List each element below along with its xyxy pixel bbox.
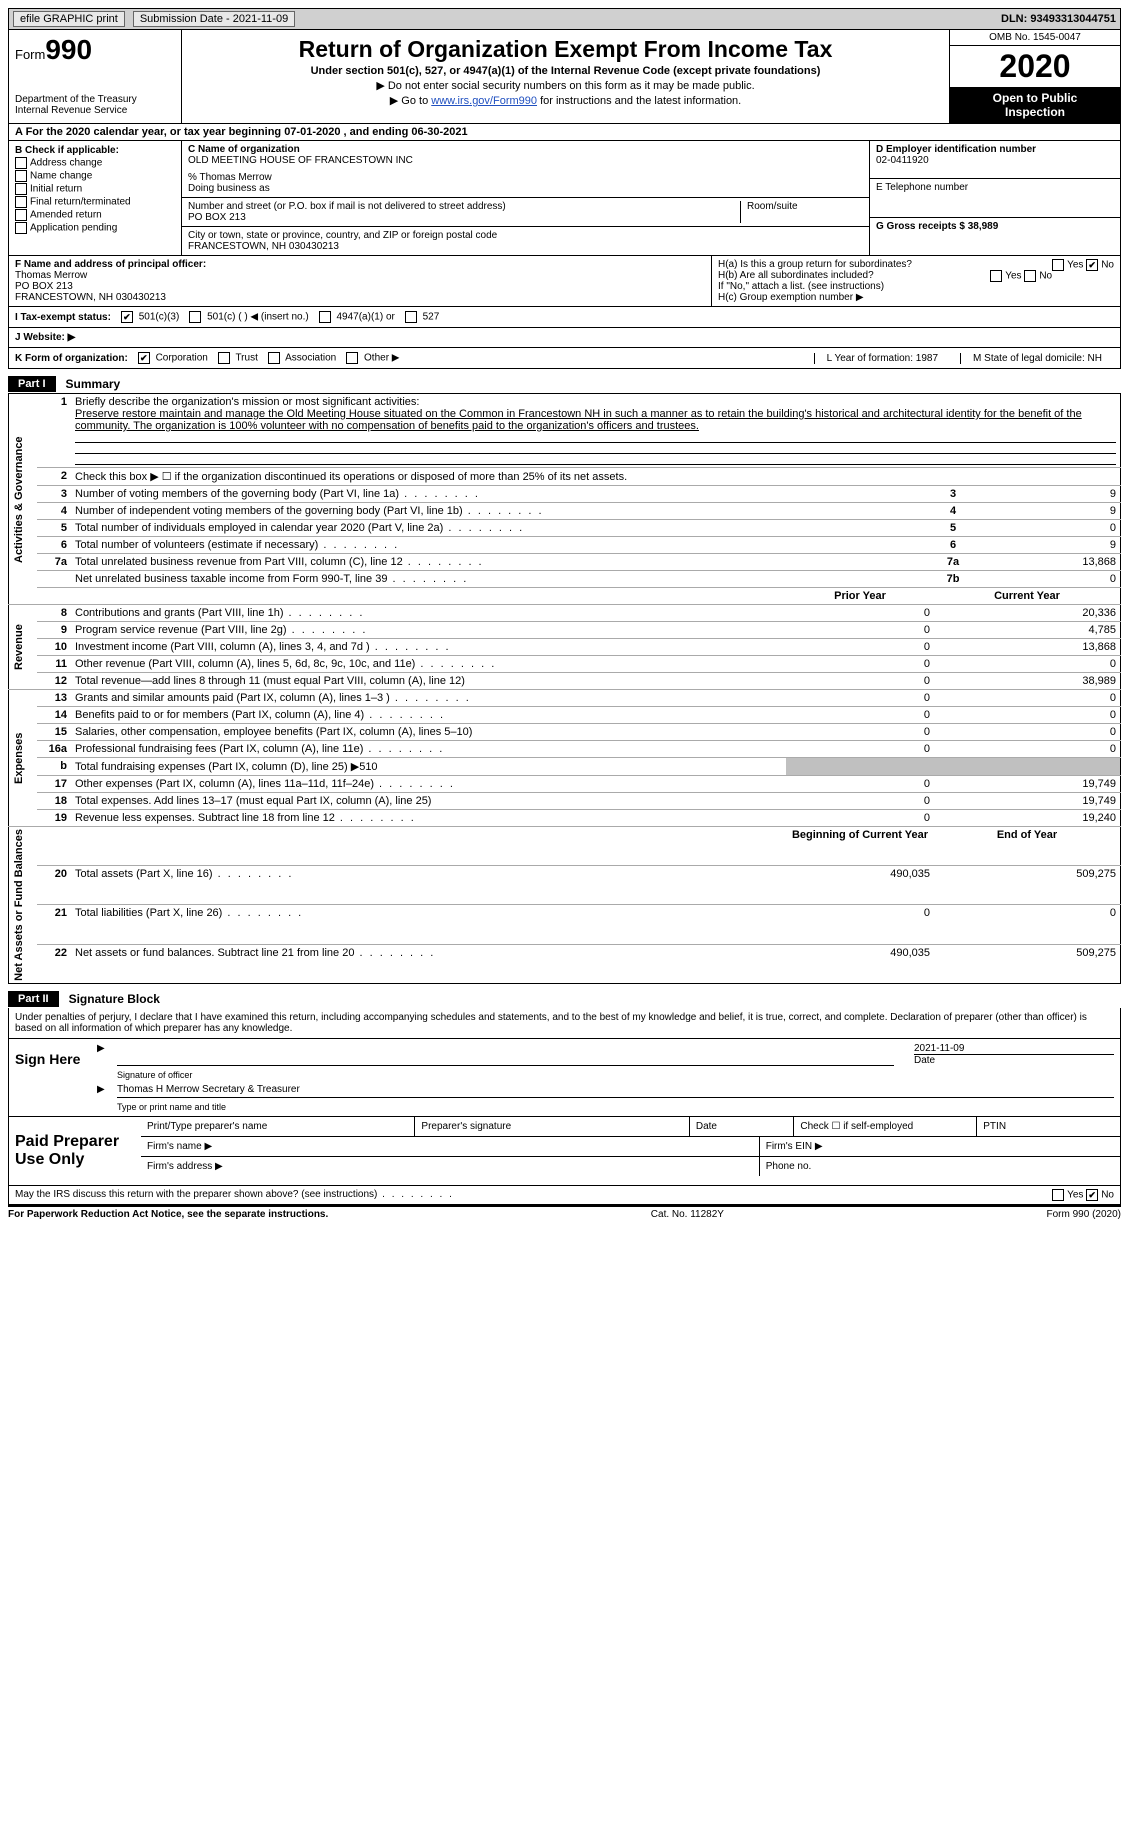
tax-exempt-row: I Tax-exempt status: 501(c)(3) 501(c) ( … bbox=[8, 307, 1121, 328]
submission-date-button[interactable]: Submission Date - 2021-11-09 bbox=[133, 11, 295, 27]
gross-receipts: G Gross receipts $ 38,989 bbox=[876, 221, 1114, 232]
sig-officer-label: Signature of officer bbox=[91, 1070, 1120, 1080]
care-of: % Thomas Merrow bbox=[188, 172, 863, 183]
line1-label: Briefly describe the organization's miss… bbox=[75, 396, 419, 408]
street-label: Number and street (or P.O. box if mail i… bbox=[188, 201, 734, 212]
website-row: J Website: ▶ bbox=[8, 328, 1121, 348]
ein-label: D Employer identification number bbox=[876, 144, 1114, 155]
page-footer: For Paperwork Reduction Act Notice, see … bbox=[8, 1205, 1121, 1222]
cat-no: Cat. No. 11282Y bbox=[651, 1209, 724, 1220]
summary-table: Activities & Governance 1 Briefly descri… bbox=[8, 393, 1121, 984]
dba-label: Doing business as bbox=[188, 183, 863, 194]
org-name: OLD MEETING HOUSE OF FRANCESTOWN INC bbox=[188, 155, 863, 166]
paperwork-notice: For Paperwork Reduction Act Notice, see … bbox=[8, 1209, 328, 1220]
cb-corporation[interactable] bbox=[138, 352, 150, 364]
form-header: Form990 Department of the Treasury Inter… bbox=[8, 30, 1121, 124]
hb-note: If "No," attach a list. (see instruction… bbox=[718, 281, 1114, 292]
dept-treasury: Department of the Treasury bbox=[15, 94, 175, 105]
vside-netassets: Net Assets or Fund Balances bbox=[9, 827, 38, 984]
state-domicile: M State of legal domicile: NH bbox=[960, 353, 1114, 364]
box-b-title: B Check if applicable: bbox=[15, 145, 175, 156]
ein-value: 02-0411920 bbox=[876, 155, 1114, 166]
mission-text: Preserve restore maintain and manage the… bbox=[75, 408, 1082, 432]
street-value: PO BOX 213 bbox=[188, 212, 734, 223]
officer-addr1: PO BOX 213 bbox=[15, 281, 705, 292]
cb-application-pending[interactable]: Application pending bbox=[15, 222, 175, 234]
irs-link[interactable]: www.irs.gov/Form990 bbox=[431, 95, 537, 107]
cb-address-change[interactable]: Address change bbox=[15, 157, 175, 169]
part2-header: Part II Signature Block bbox=[8, 990, 1121, 1008]
line2: Check this box ▶ ☐ if the organization d… bbox=[71, 468, 1121, 486]
year-formation: L Year of formation: 1987 bbox=[814, 353, 950, 364]
vside-revenue: Revenue bbox=[9, 605, 38, 690]
vside-governance: Activities & Governance bbox=[9, 394, 38, 605]
officer-name: Thomas Merrow bbox=[15, 270, 705, 281]
form-number: Form990 bbox=[15, 34, 175, 66]
cb-501c3[interactable] bbox=[121, 311, 133, 323]
cb-trust[interactable] bbox=[218, 352, 230, 364]
cb-discuss-no[interactable] bbox=[1086, 1189, 1098, 1201]
cb-initial-return[interactable]: Initial return bbox=[15, 183, 175, 195]
cb-discuss-yes[interactable] bbox=[1052, 1189, 1064, 1201]
sign-here-block: Sign Here ▶ 2021-11-09 Date Signature of… bbox=[8, 1039, 1121, 1117]
cb-other[interactable] bbox=[346, 352, 358, 364]
efile-print-button[interactable]: efile GRAPHIC print bbox=[13, 11, 125, 27]
name-title-label: Type or print name and title bbox=[91, 1102, 1120, 1116]
discuss-row: May the IRS discuss this return with the… bbox=[8, 1186, 1121, 1205]
box-f-label: F Name and address of principal officer: bbox=[15, 259, 705, 270]
ssn-notice: ▶ Do not enter social security numbers o… bbox=[190, 79, 941, 92]
tax-year: 2020 bbox=[950, 46, 1120, 87]
hb-line: H(b) Are all subordinates included? Yes … bbox=[718, 270, 1114, 281]
city-label: City or town, state or province, country… bbox=[188, 230, 863, 241]
identity-section: B Check if applicable: Address change Na… bbox=[8, 141, 1121, 256]
sig-date-label: Date bbox=[914, 1055, 1114, 1066]
phone-label: E Telephone number bbox=[876, 182, 1114, 193]
irs-label: Internal Revenue Service bbox=[15, 105, 175, 116]
city-value: FRANCESTOWN, NH 030430213 bbox=[188, 241, 863, 252]
form-of-org-row: K Form of organization: Corporation Trus… bbox=[8, 348, 1121, 369]
cb-501c[interactable] bbox=[189, 311, 201, 323]
jurat-text: Under penalties of perjury, I declare th… bbox=[8, 1008, 1121, 1039]
suite-label: Room/suite bbox=[740, 201, 863, 223]
omb-number: OMB No. 1545-0047 bbox=[950, 30, 1120, 46]
top-bar: efile GRAPHIC print Submission Date - 20… bbox=[8, 8, 1121, 30]
cb-4947[interactable] bbox=[319, 311, 331, 323]
hc-line: H(c) Group exemption number ▶ bbox=[718, 292, 1114, 303]
open-to-public: Open to Public Inspection bbox=[950, 87, 1120, 123]
period-line: A For the 2020 calendar year, or tax yea… bbox=[8, 124, 1121, 141]
cb-amended-return[interactable]: Amended return bbox=[15, 209, 175, 221]
cb-527[interactable] bbox=[405, 311, 417, 323]
goto-line: ▶ Go to www.irs.gov/Form990 for instruct… bbox=[190, 94, 941, 107]
cb-association[interactable] bbox=[268, 352, 280, 364]
cb-name-change[interactable]: Name change bbox=[15, 170, 175, 182]
sig-date: 2021-11-09 bbox=[914, 1043, 1114, 1055]
form-ref: Form 990 (2020) bbox=[1047, 1209, 1121, 1220]
ha-line: H(a) Is this a group return for subordin… bbox=[718, 259, 1114, 270]
part1-header: Part I Summary bbox=[8, 375, 1121, 393]
officer-group-row: F Name and address of principal officer:… bbox=[8, 256, 1121, 307]
org-name-label: C Name of organization bbox=[188, 144, 863, 155]
officer-name-title: Thomas H Merrow Secretary & Treasurer bbox=[117, 1084, 1114, 1098]
form-subtitle: Under section 501(c), 527, or 4947(a)(1)… bbox=[190, 65, 941, 77]
vside-expenses: Expenses bbox=[9, 690, 38, 827]
paid-preparer-block: Paid Preparer Use Only Print/Type prepar… bbox=[8, 1117, 1121, 1186]
officer-addr2: FRANCESTOWN, NH 030430213 bbox=[15, 292, 705, 303]
form-title: Return of Organization Exempt From Incom… bbox=[190, 36, 941, 63]
cb-final-return[interactable]: Final return/terminated bbox=[15, 196, 175, 208]
dln-label: DLN: 93493313044751 bbox=[1001, 13, 1116, 25]
